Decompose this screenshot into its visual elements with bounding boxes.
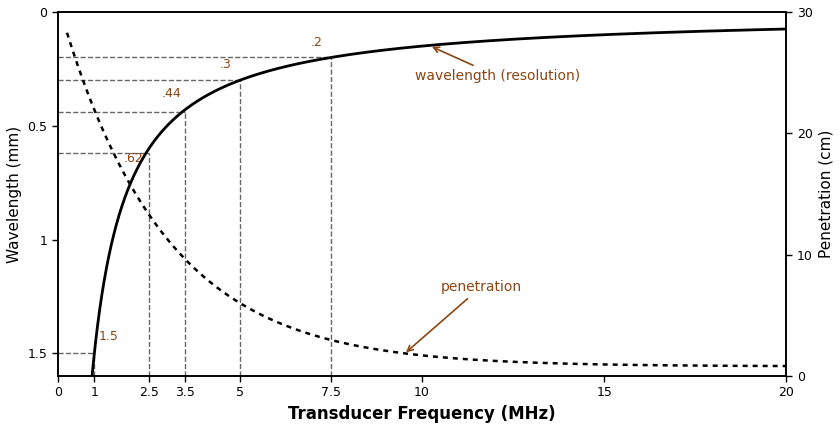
Text: 1.5: 1.5 (99, 330, 118, 343)
Y-axis label: Wavelength (mm): Wavelength (mm) (7, 126, 22, 263)
Text: penetration: penetration (407, 280, 522, 351)
Text: .2: .2 (311, 36, 323, 49)
Text: .62: .62 (123, 152, 143, 165)
Text: wavelength (resolution): wavelength (resolution) (415, 47, 580, 83)
X-axis label: Transducer Frequency (MHz): Transducer Frequency (MHz) (288, 405, 556, 423)
Text: .44: .44 (161, 87, 181, 100)
Y-axis label: Penetration (cm): Penetration (cm) (818, 130, 833, 258)
Text: .3: .3 (220, 58, 232, 71)
